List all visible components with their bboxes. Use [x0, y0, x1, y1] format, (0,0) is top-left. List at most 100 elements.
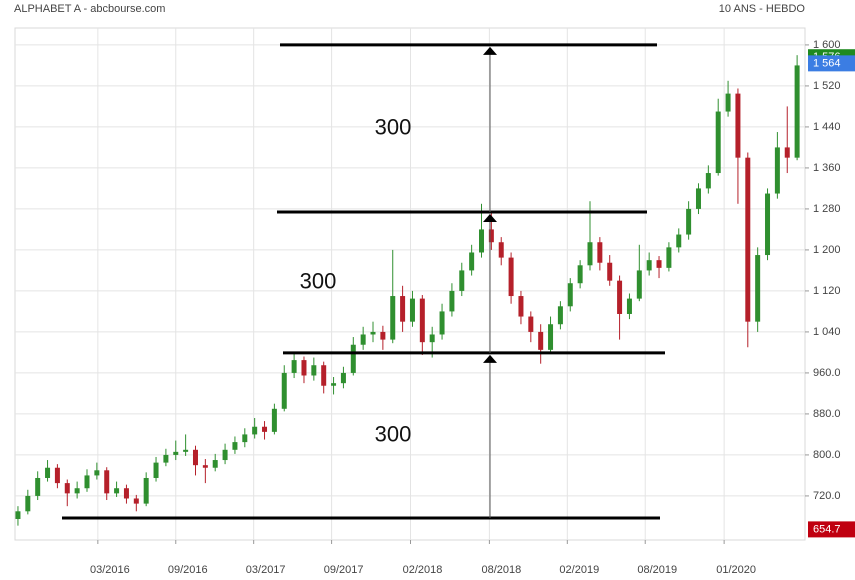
- candle-body: [498, 242, 504, 258]
- candle-body: [735, 93, 741, 158]
- candle-body: [469, 252, 475, 271]
- candle-body: [626, 298, 632, 314]
- y-tick-label: 720.0: [813, 490, 841, 502]
- candle-body: [35, 477, 41, 496]
- candle-body: [123, 488, 129, 499]
- candle-body: [192, 449, 198, 466]
- candle-body: [380, 331, 386, 340]
- y-tick-label: 880.0: [813, 408, 841, 420]
- candle-body: [656, 260, 662, 268]
- candle-body: [54, 467, 60, 484]
- arrow-head: [483, 213, 497, 222]
- y-tick-label: 1 440: [813, 121, 841, 133]
- candle-body: [686, 208, 692, 235]
- candle-body: [419, 298, 425, 343]
- x-tick-label: 01/2020: [716, 564, 756, 576]
- candle-body: [755, 255, 761, 322]
- x-tick-label: 03/2017: [246, 564, 286, 576]
- y-tick-label: 800.0: [813, 449, 841, 461]
- candle-body: [331, 383, 337, 386]
- candle-body: [488, 229, 494, 243]
- candle-body: [429, 334, 435, 343]
- candle-body: [350, 344, 356, 373]
- candle-body: [104, 470, 110, 494]
- candle-body: [617, 280, 623, 314]
- candle-body: [459, 270, 465, 291]
- candle-body: [528, 316, 534, 332]
- candle-body: [409, 298, 415, 322]
- candle-body: [607, 262, 613, 281]
- x-tick-label: 02/2018: [403, 564, 443, 576]
- y-tick-label: 1 520: [813, 80, 841, 92]
- candle-body: [242, 434, 248, 443]
- candle-body: [45, 467, 51, 478]
- annotation: 300: [375, 421, 412, 446]
- x-tick-label: 03/2016: [90, 564, 130, 576]
- candle-body: [133, 498, 139, 504]
- chart-subtitle: 10 ANS - HEBDO: [719, 3, 806, 15]
- candle-body: [784, 147, 790, 158]
- price-label-box: [808, 521, 855, 538]
- candle-body: [94, 470, 100, 476]
- candle-body: [212, 460, 218, 468]
- candle-body: [774, 147, 780, 194]
- candle-body: [25, 495, 31, 512]
- candle-body: [202, 465, 208, 468]
- price-label: 654.7: [813, 523, 841, 535]
- candle-body: [114, 488, 120, 494]
- candle-body: [311, 365, 317, 376]
- candle-body: [291, 360, 297, 373]
- candle-body: [74, 488, 80, 494]
- arrow-head: [483, 46, 497, 55]
- candle-body: [321, 365, 327, 386]
- candle-body: [390, 296, 396, 340]
- y-tick-label: 1 280: [813, 203, 841, 215]
- candle-body: [794, 65, 800, 158]
- candle-body: [666, 247, 672, 268]
- candle-body: [636, 270, 642, 299]
- candle-body: [370, 331, 376, 335]
- candle-body: [252, 426, 258, 435]
- candle-body: [508, 257, 514, 297]
- candle-body: [646, 260, 652, 271]
- candle-body: [518, 296, 524, 317]
- x-tick-label: 08/2018: [482, 564, 522, 576]
- candle-body: [84, 475, 90, 489]
- y-tick-label: 1 200: [813, 244, 841, 256]
- candle-body: [715, 111, 721, 174]
- annotation: 300: [300, 268, 337, 293]
- chart-title: ALPHABET A - abcbourse.com: [14, 3, 165, 15]
- price-label: 1 564: [813, 57, 841, 69]
- candle-body: [695, 188, 701, 209]
- candle-body: [557, 306, 563, 325]
- candle-body: [676, 234, 682, 248]
- x-tick-label: 08/2019: [637, 564, 677, 576]
- y-tick-label: 1 360: [813, 162, 841, 174]
- candle-body: [281, 372, 287, 409]
- arrow-head: [483, 354, 497, 363]
- candle-body: [173, 451, 179, 455]
- candle-body: [479, 229, 485, 253]
- candle-body: [705, 173, 711, 189]
- candle-body: [577, 265, 583, 284]
- candle-body: [400, 296, 406, 322]
- candle-body: [449, 290, 455, 312]
- candle-body: [271, 408, 277, 432]
- candle-body: [153, 462, 159, 478]
- candle-body: [725, 93, 731, 112]
- y-tick-label: 960.0: [813, 367, 841, 379]
- x-tick-label: 09/2016: [168, 564, 208, 576]
- candle-body: [163, 454, 169, 463]
- candle-body: [587, 242, 593, 266]
- annotation: 300: [375, 114, 412, 139]
- y-tick-label: 1 600: [813, 39, 841, 51]
- candle-body: [232, 442, 238, 450]
- candle-body: [567, 283, 573, 307]
- candle-body: [15, 511, 21, 519]
- candle-body: [548, 324, 554, 350]
- candle-body: [183, 449, 189, 452]
- candle-body: [439, 311, 445, 335]
- candle-body: [301, 360, 307, 376]
